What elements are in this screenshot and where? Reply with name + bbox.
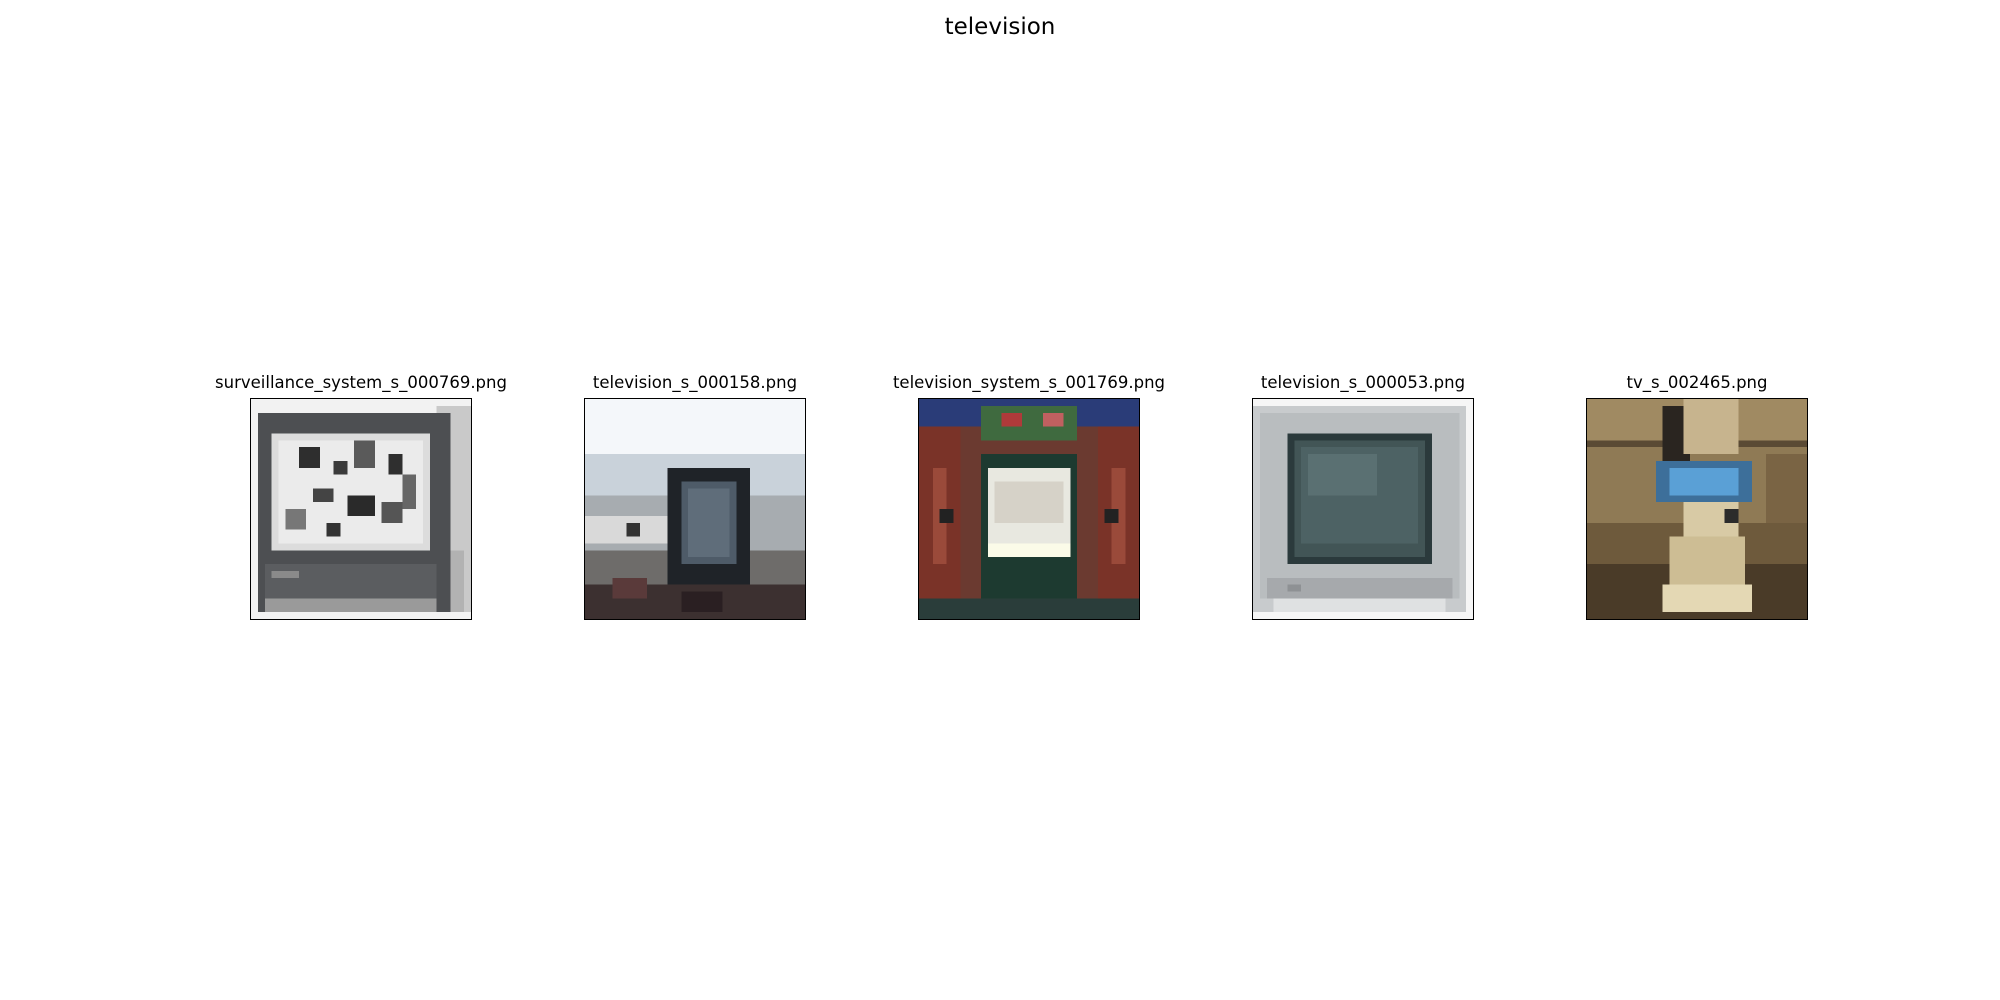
image-panel: tv_s_002465.png [1547, 372, 1847, 620]
image-filename: television_s_000053.png [1260, 373, 1466, 392]
image-filename: surveillance_system_s_000769.png [215, 373, 507, 392]
image-filename: television_s_000158.png [592, 373, 798, 392]
image-filename: tv_s_002465.png [1626, 373, 1768, 392]
image-filename: television_system_s_001769.png [892, 373, 1166, 392]
tv-on-beach-image [584, 398, 806, 620]
image-panel: television_s_000158.png [545, 372, 845, 620]
portable-tv-image [1586, 398, 1808, 620]
image-panel: television_s_000053.png [1213, 372, 1513, 620]
image-panel: surveillance_system_s_000769.png [211, 372, 511, 620]
crt-monitor-dalmatian-image [250, 398, 472, 620]
crt-television-image [1252, 398, 1474, 620]
tv-cabinet-image [918, 398, 1140, 620]
image-panel: television_system_s_001769.png [879, 372, 1179, 620]
figure-title: television [944, 14, 1056, 40]
